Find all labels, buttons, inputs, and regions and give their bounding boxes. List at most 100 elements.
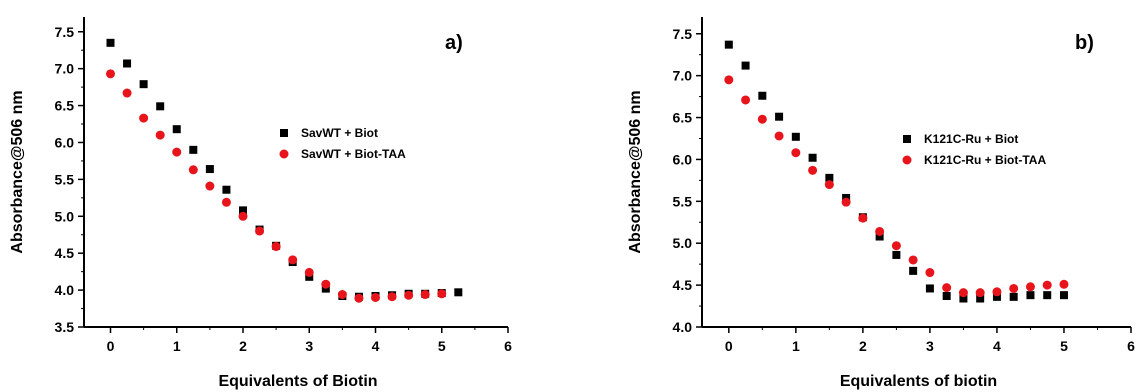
x-axis-title: Equivalents of biotin (840, 373, 997, 390)
x-tick-label: 6 (1127, 338, 1135, 354)
y-tick-label: 3.5 (55, 319, 75, 335)
data-point-circle (808, 165, 818, 175)
y-tick-label: 4.0 (55, 282, 75, 298)
data-point-square (959, 294, 968, 303)
x-tick-label: 3 (926, 338, 934, 354)
data-point-circle (321, 279, 331, 289)
data-point-circle (875, 226, 885, 236)
data-point-square (775, 112, 784, 121)
panel-label: b) (1075, 32, 1094, 54)
data-point-square (189, 145, 198, 154)
x-tick-label: 2 (859, 338, 867, 354)
y-tick-label: 5.0 (55, 208, 75, 224)
data-point-circle (741, 95, 751, 105)
data-point-circle (420, 290, 430, 300)
y-tick-label: 5.5 (55, 171, 75, 187)
y-tick-label: 7.0 (55, 61, 75, 77)
data-point-circle (791, 148, 801, 158)
data-point-circle (238, 211, 248, 221)
data-point-square (992, 292, 1001, 301)
data-point-square (875, 232, 884, 241)
data-point-square (942, 292, 951, 300)
data-point-square (222, 185, 231, 194)
data-point-circle (841, 197, 851, 207)
panel-label: a) (445, 32, 463, 54)
y-tick-label: 4.5 (55, 245, 75, 261)
x-tick-label: 5 (1060, 338, 1068, 354)
data-point-square (139, 80, 148, 89)
data-point-square (758, 91, 767, 100)
data-point-square (106, 38, 115, 47)
data-point-circle (975, 288, 985, 298)
data-point-square (1026, 291, 1035, 300)
data-point-circle (155, 130, 165, 140)
data-point-square (1043, 291, 1052, 300)
y-tick-label: 6.5 (55, 98, 75, 114)
y-tick-label: 5.0 (673, 235, 693, 251)
data-point-circle (404, 290, 414, 300)
data-point-circle (757, 114, 767, 124)
y-tick-label: 6.5 (673, 110, 693, 126)
data-point-circle (255, 226, 265, 236)
chart-panel-b: 0 1 2 3 4 5 6 4.0 4.5 5.0 5.5 6.0 6.5 7.0 7.5 Equivalen… (627, 17, 1135, 390)
data-point-circle (371, 292, 380, 302)
data-point-circle (925, 268, 935, 278)
data-point-square (825, 173, 834, 182)
data-point-circle (354, 293, 364, 303)
data-point-circle (139, 113, 149, 123)
data-point-circle (337, 290, 347, 300)
data-point-square (976, 294, 985, 303)
data-point-circle (858, 213, 868, 223)
data-point-circle (387, 292, 397, 302)
y-axis-title: Absorbance@506 nm (9, 90, 26, 253)
data-point-circle (288, 255, 298, 265)
x-axis-title: Equivalents of Biotin (218, 373, 377, 390)
data-point-circle (172, 147, 182, 157)
data-point-circle (304, 267, 314, 277)
data-point-square (156, 102, 165, 111)
chart-panel-a: 0 1 2 3 4 5 6 3.5 4.0 4.5 5.0 5.5 6.0 6.5 7.0 7.5 Equiva… (9, 17, 512, 390)
data-point-square (925, 284, 934, 293)
data-point-circle (908, 255, 918, 265)
data-point-square (239, 206, 247, 215)
x-tick-label: 3 (305, 338, 313, 354)
data-point-circle (1025, 282, 1035, 292)
y-tick-label: 6.0 (673, 151, 693, 167)
data-point-square (1009, 292, 1018, 301)
data-point-circle (824, 180, 834, 190)
data-point-circle (271, 242, 281, 252)
data-point-circle (437, 289, 447, 299)
data-point-circle (205, 181, 215, 191)
data-point-circle (106, 69, 115, 79)
x-tick-label: 6 (504, 338, 512, 354)
data-point-circle (1009, 283, 1019, 293)
data-point-circle (992, 287, 1002, 297)
data-point-square (205, 165, 214, 174)
data-point-square (724, 40, 733, 49)
data-point-circle (891, 241, 901, 251)
data-point-circle (724, 75, 734, 85)
x-tick-label: 4 (993, 338, 1001, 354)
data-point-circle (942, 283, 952, 293)
data-point-circle (958, 288, 968, 298)
data-point-square (808, 153, 817, 162)
data-point-square (909, 266, 918, 275)
data-point-circle (1042, 280, 1052, 290)
data-point-square (791, 132, 800, 141)
y-tick-label: 5.5 (673, 193, 693, 209)
legend-label: SavWT + Biot-TAA (301, 147, 406, 161)
legend-label: SavWT + Biot (301, 126, 378, 140)
x-tick-label: 1 (792, 338, 800, 354)
data-point-square (172, 125, 181, 134)
y-tick-label: 4.0 (673, 319, 693, 335)
data-point-circle (122, 88, 132, 98)
x-tick-label: 1 (173, 338, 181, 354)
y-tick-label: 4.5 (673, 277, 693, 293)
x-tick-label: 4 (372, 338, 380, 354)
data-point-circle (188, 165, 198, 175)
y-tick-label: 6.0 (55, 134, 75, 150)
x-tick-label: 0 (107, 338, 115, 354)
data-point-circle (1059, 279, 1069, 289)
data-point-square (454, 288, 463, 297)
